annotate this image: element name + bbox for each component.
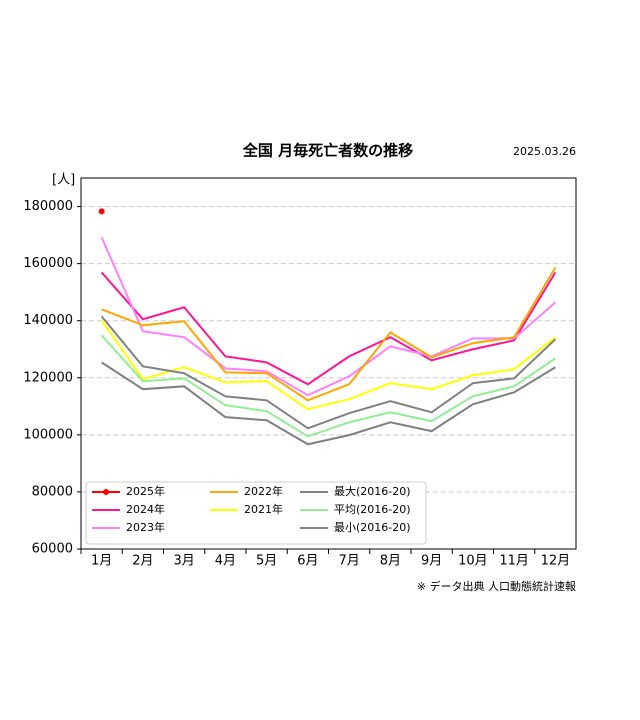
legend-label: 2022年 bbox=[244, 484, 283, 498]
y-tick-label: 120000 bbox=[23, 370, 73, 385]
legend-label: 2023年 bbox=[126, 520, 165, 534]
x-tick-label: 8月 bbox=[380, 554, 401, 569]
series-line bbox=[101, 266, 557, 402]
x-tick-label: 12月 bbox=[541, 554, 571, 569]
series-line bbox=[100, 236, 557, 397]
point bbox=[98, 208, 105, 215]
legend-marker bbox=[103, 489, 109, 495]
series-line bbox=[100, 334, 556, 438]
x-tick-label: 10月 bbox=[458, 554, 488, 569]
legend-label: 2025年 bbox=[126, 484, 165, 498]
series-line bbox=[100, 319, 556, 411]
x-tick-label: 2月 bbox=[132, 554, 153, 569]
chart-title: 全国 月毎死亡者数の推移 bbox=[242, 142, 413, 160]
legend-label: 最大(2016-20) bbox=[334, 484, 411, 498]
x-tick-label: 7月 bbox=[338, 554, 359, 569]
legend-label: 2024年 bbox=[126, 502, 165, 516]
y-tick-label: 160000 bbox=[23, 256, 73, 271]
y-tick-label: 180000 bbox=[23, 199, 73, 214]
date: 2025.03.26 bbox=[513, 145, 576, 158]
series-line bbox=[101, 361, 556, 446]
series-line bbox=[100, 271, 557, 386]
y-tick-label: 100000 bbox=[23, 427, 73, 442]
legend-label: 平均(2016-20) bbox=[334, 503, 411, 516]
x-tick-label: 6月 bbox=[297, 554, 318, 569]
y-tick-label: 140000 bbox=[23, 313, 73, 328]
legend-label: 最小(2016-20) bbox=[334, 521, 411, 534]
x-tick-label: 4月 bbox=[215, 554, 236, 569]
y-tick-label: 80000 bbox=[32, 484, 73, 499]
series-line bbox=[100, 315, 557, 430]
y-unit: [人] bbox=[52, 173, 75, 188]
plot-frame bbox=[80, 177, 577, 550]
x-tick-label: 5月 bbox=[256, 554, 277, 569]
x-tick-label: 1月 bbox=[91, 554, 112, 569]
x-tick-label: 3月 bbox=[173, 554, 194, 569]
legend-box bbox=[85, 481, 427, 545]
y-tick-label: 60000 bbox=[32, 542, 73, 557]
note: ※ データ出典 人口動態統計速報 bbox=[417, 579, 576, 593]
legend-label: 2021年 bbox=[244, 502, 283, 516]
x-tick-label: 9月 bbox=[421, 554, 442, 569]
x-tick-label: 11月 bbox=[499, 554, 529, 569]
